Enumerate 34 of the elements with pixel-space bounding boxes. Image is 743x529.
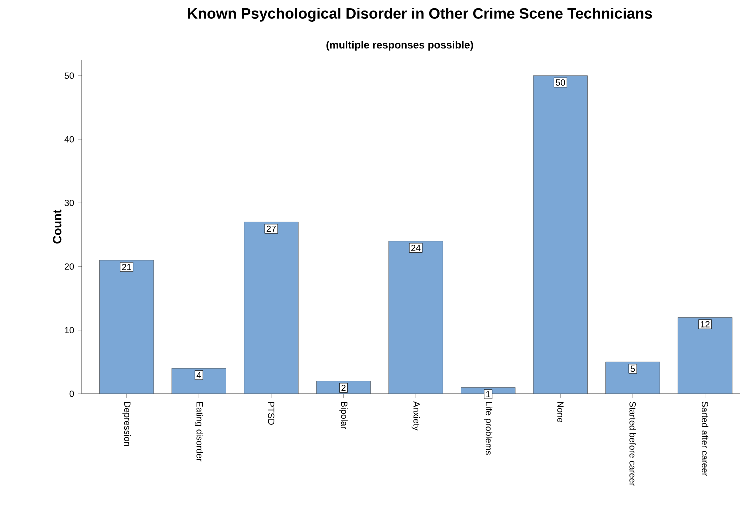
data-label: 27 bbox=[266, 226, 276, 232]
bar bbox=[244, 222, 299, 394]
x-tick-label: Eating disorder bbox=[194, 402, 204, 462]
bar bbox=[533, 76, 588, 394]
x-tick-label: Started before career bbox=[630, 402, 636, 486]
x-tick-label: Bipolar bbox=[340, 402, 348, 430]
data-label: 4 bbox=[196, 372, 202, 378]
y-tick-label: 30 bbox=[64, 200, 74, 206]
data-label: 24 bbox=[412, 244, 421, 252]
bar bbox=[606, 362, 660, 394]
data-label: 12 bbox=[700, 321, 710, 328]
y-tick-label: 10 bbox=[65, 327, 74, 334]
chart-title: Known Psychological Disorder in Other Crime Scene Technicians bbox=[188, 8, 652, 22]
bar bbox=[678, 317, 733, 394]
data-label: 21 bbox=[122, 264, 132, 270]
y-tick-label: 40 bbox=[64, 136, 74, 143]
x-tick-label: Sarted after career bbox=[702, 402, 709, 476]
y-tick-label: 20 bbox=[64, 264, 74, 270]
data-label: 5 bbox=[630, 366, 636, 372]
data-label: 2 bbox=[342, 384, 346, 392]
data-label: 50 bbox=[556, 80, 566, 86]
x-tick-label: Depression bbox=[122, 402, 132, 446]
data-label: 1 bbox=[486, 391, 490, 398]
y-tick-label: 0 bbox=[70, 390, 74, 398]
x-tick-label: Anxiety bbox=[412, 402, 420, 431]
bar bbox=[388, 241, 444, 394]
y-axis-title: Count bbox=[53, 210, 62, 244]
x-tick-label: PTSD bbox=[268, 402, 275, 425]
x-tick-label: None bbox=[558, 402, 564, 423]
x-tick-label: Life problems bbox=[484, 402, 493, 455]
bar bbox=[100, 260, 154, 394]
bar bbox=[172, 368, 226, 394]
chart-subtitle: (multiple responses possible) bbox=[326, 41, 474, 51]
y-tick-label: 50 bbox=[64, 72, 74, 80]
